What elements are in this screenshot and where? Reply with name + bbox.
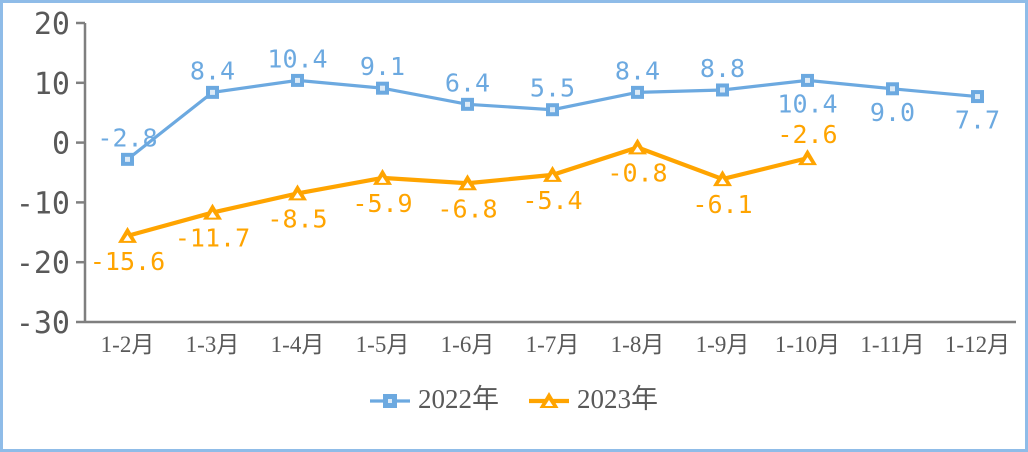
x-tick-label: 1-10月: [775, 332, 840, 357]
data-point-label: 9.1: [360, 52, 405, 81]
data-point-label: -6.1: [692, 190, 752, 219]
data-point-label: 8.4: [190, 56, 235, 85]
data-point-marker-center: [380, 85, 385, 91]
x-tick-label: 1-4月: [271, 332, 325, 357]
data-point-label: 5.5: [530, 74, 575, 103]
data-point-label: -8.5: [267, 204, 327, 233]
data-point-label: -11.7: [175, 224, 250, 253]
data-point-marker-center: [890, 86, 895, 92]
data-point-marker-center: [805, 77, 810, 83]
legend-item-2023: 2023年: [529, 386, 658, 416]
x-tick-label: 1-6月: [441, 332, 495, 357]
data-point-label: 10.4: [267, 44, 327, 73]
data-point-label: -2.6: [777, 120, 837, 149]
data-point-label: 7.7: [955, 106, 1000, 135]
data-point-label: 8.4: [615, 56, 660, 85]
data-point-marker-center: [463, 182, 472, 189]
data-point-marker-center: [208, 211, 217, 218]
y-tick-label: -30: [16, 306, 70, 341]
x-tick-label: 1-9月: [696, 332, 750, 357]
data-point-label: 8.8: [700, 54, 745, 83]
x-tick-label: 1-2月: [101, 332, 155, 357]
data-point-marker-center: [293, 192, 302, 199]
x-tick-label: 1-11月: [860, 332, 924, 357]
x-axis-labels: 1-2月 1-3月 1-4月 1-5月 1-6月 1-7月 1-8月 1-9月 1-10月 1-1…: [101, 332, 1010, 357]
legend-item-2022: 2022年: [370, 386, 499, 416]
data-point-label: -5.9: [352, 189, 412, 218]
data-point-marker-center: [378, 176, 387, 183]
axes: [83, 23, 1016, 324]
x-tick-label: 1-5月: [356, 332, 410, 357]
data-point-label: -6.8: [437, 194, 497, 223]
series-2023年: -15.6 -11.7 -8.5 -5.9 -6.8 -5.4 -0.8 -6.1 -2.6: [90, 120, 838, 276]
y-tick-label: -10: [16, 186, 70, 221]
data-point-label: -0.8: [607, 158, 667, 187]
data-point-marker-center: [635, 89, 640, 95]
data-point-marker-center: [718, 178, 727, 185]
data-point-marker-center: [123, 234, 132, 241]
y-tick-label: 10: [34, 67, 70, 102]
data-point-marker-center: [633, 146, 642, 153]
data-point-label: -5.4: [522, 186, 582, 215]
data-point-marker-center: [295, 77, 300, 83]
y-tick-label: 0: [52, 127, 70, 162]
data-point-label: -15.6: [90, 247, 165, 276]
x-tick-label: 1-8月: [611, 332, 665, 357]
data-point-marker-center: [210, 89, 215, 95]
x-tick-label: 1-3月: [186, 332, 240, 357]
series-2022年: -2.8 8.4 10.4 9.1 6.4 5.5 8.4 8.8 10.4 9.0 7.7: [97, 44, 1000, 166]
data-point-marker-center: [975, 94, 980, 100]
legend-label-2022: 2022年: [418, 384, 499, 414]
x-tick-label: 1-7月: [526, 332, 580, 357]
x-tick-label: 1-12月: [945, 332, 1010, 357]
data-point-marker-center: [548, 173, 557, 180]
y-axis-ticks: 20 10 0 -10 -20 -30: [16, 7, 85, 341]
data-point-label: -2.8: [97, 123, 157, 152]
legend-label-2023: 2023年: [577, 384, 658, 414]
data-point-marker-center: [720, 87, 725, 93]
y-tick-label: -20: [16, 246, 70, 281]
chart-legend: 2022年 2023年: [3, 386, 1025, 416]
data-point-label: 10.4: [777, 89, 837, 118]
legend-square-marker-icon: [370, 394, 410, 408]
legend-triangle-marker-icon: [529, 392, 569, 408]
y-tick-label: 20: [34, 7, 70, 42]
data-point-marker-center: [550, 107, 555, 113]
data-point-marker-center: [465, 101, 470, 107]
data-point-marker-center: [803, 157, 812, 164]
data-point-label: 6.4: [445, 68, 490, 97]
data-point-marker-center: [125, 156, 130, 162]
data-point-label: 9.0: [870, 98, 915, 127]
